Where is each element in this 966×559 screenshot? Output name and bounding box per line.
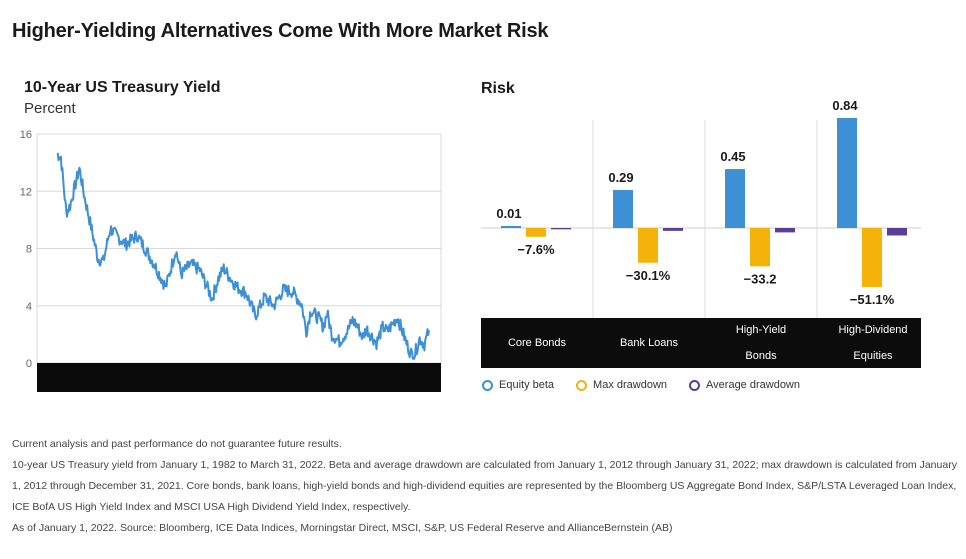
legend-item-equity-beta: Equity beta: [482, 379, 554, 391]
line-chart-unit-label: Percent: [24, 100, 76, 117]
y-tick-label: 16: [20, 129, 32, 141]
y-tick-label: 0: [26, 358, 32, 370]
bar-equity-beta: [501, 226, 521, 228]
bar-average-drawdown: [551, 228, 571, 230]
data-label-max-drawdown: −30.1%: [626, 268, 671, 283]
bar-equity-beta: [613, 190, 633, 228]
bar-max-drawdown: [862, 228, 882, 287]
y-tick-label: 4: [26, 301, 32, 313]
data-label-equity-beta: 0.29: [608, 170, 633, 185]
bar-equity-beta: [725, 169, 745, 228]
category-band: [481, 318, 921, 368]
line-chart-title: 10-Year US Treasury Yield: [24, 79, 221, 96]
legend-marker: [576, 379, 588, 391]
bar-average-drawdown: [775, 228, 795, 233]
bar-average-drawdown: [663, 228, 683, 231]
legend-marker: [482, 379, 493, 391]
data-label-max-drawdown: −51.1%: [850, 292, 895, 307]
yield-line: [56, 152, 430, 360]
bar-chart-title: Risk: [481, 80, 515, 97]
legend-item-max-drawdown: Max drawdown: [576, 379, 667, 391]
y-tick-label: 8: [26, 244, 32, 256]
bar-average-drawdown: [887, 228, 907, 236]
footnote: As of January 1, 2022. Source: Bloomberg…: [12, 522, 673, 534]
bar-max-drawdown: [750, 228, 770, 267]
y-tick-label: 12: [20, 186, 32, 198]
footnotes: Current analysis and past performance do…: [12, 434, 957, 539]
bar-equity-beta: [837, 118, 857, 228]
data-label-max-drawdown: −7.6%: [517, 242, 555, 257]
legend-label: Average drawdown: [706, 379, 800, 391]
data-label-max-drawdown: −33.2: [744, 271, 777, 286]
footnote: Current analysis and past performance do…: [12, 438, 342, 450]
footnote: 10-year US Treasury yield from January 1…: [12, 459, 957, 513]
category-label: Bank Loans: [619, 336, 679, 349]
data-label-equity-beta: 0.45: [720, 149, 745, 164]
category-label: Core Bonds: [507, 336, 567, 349]
category-label: High-Yield Bonds: [735, 323, 787, 362]
legend: Equity beta Max drawdown Average drawdow…: [482, 379, 800, 391]
legend-label: Max drawdown: [593, 379, 668, 391]
data-label-equity-beta: 0.01: [496, 206, 521, 221]
chart-title: Higher-Yielding Alternatives Come With M…: [12, 20, 549, 42]
category-label: High-Dividend Equities: [838, 323, 908, 362]
bar-max-drawdown: [638, 228, 658, 263]
data-label-equity-beta: 0.84: [832, 100, 858, 113]
legend-item-average-drawdown: Average drawdown: [689, 379, 800, 391]
bar-max-drawdown: [526, 228, 546, 237]
x-axis-band: [37, 363, 441, 392]
treasury-yield-line-chart: 0 4 8 12 16: [20, 129, 442, 392]
legend-label: Equity beta: [499, 379, 555, 391]
risk-bar-chart: 0.01 −7.6% 0.29 −30.1% 0.45 −33.2 0.84 −51.1%: [481, 100, 921, 318]
legend-marker: [689, 379, 701, 391]
